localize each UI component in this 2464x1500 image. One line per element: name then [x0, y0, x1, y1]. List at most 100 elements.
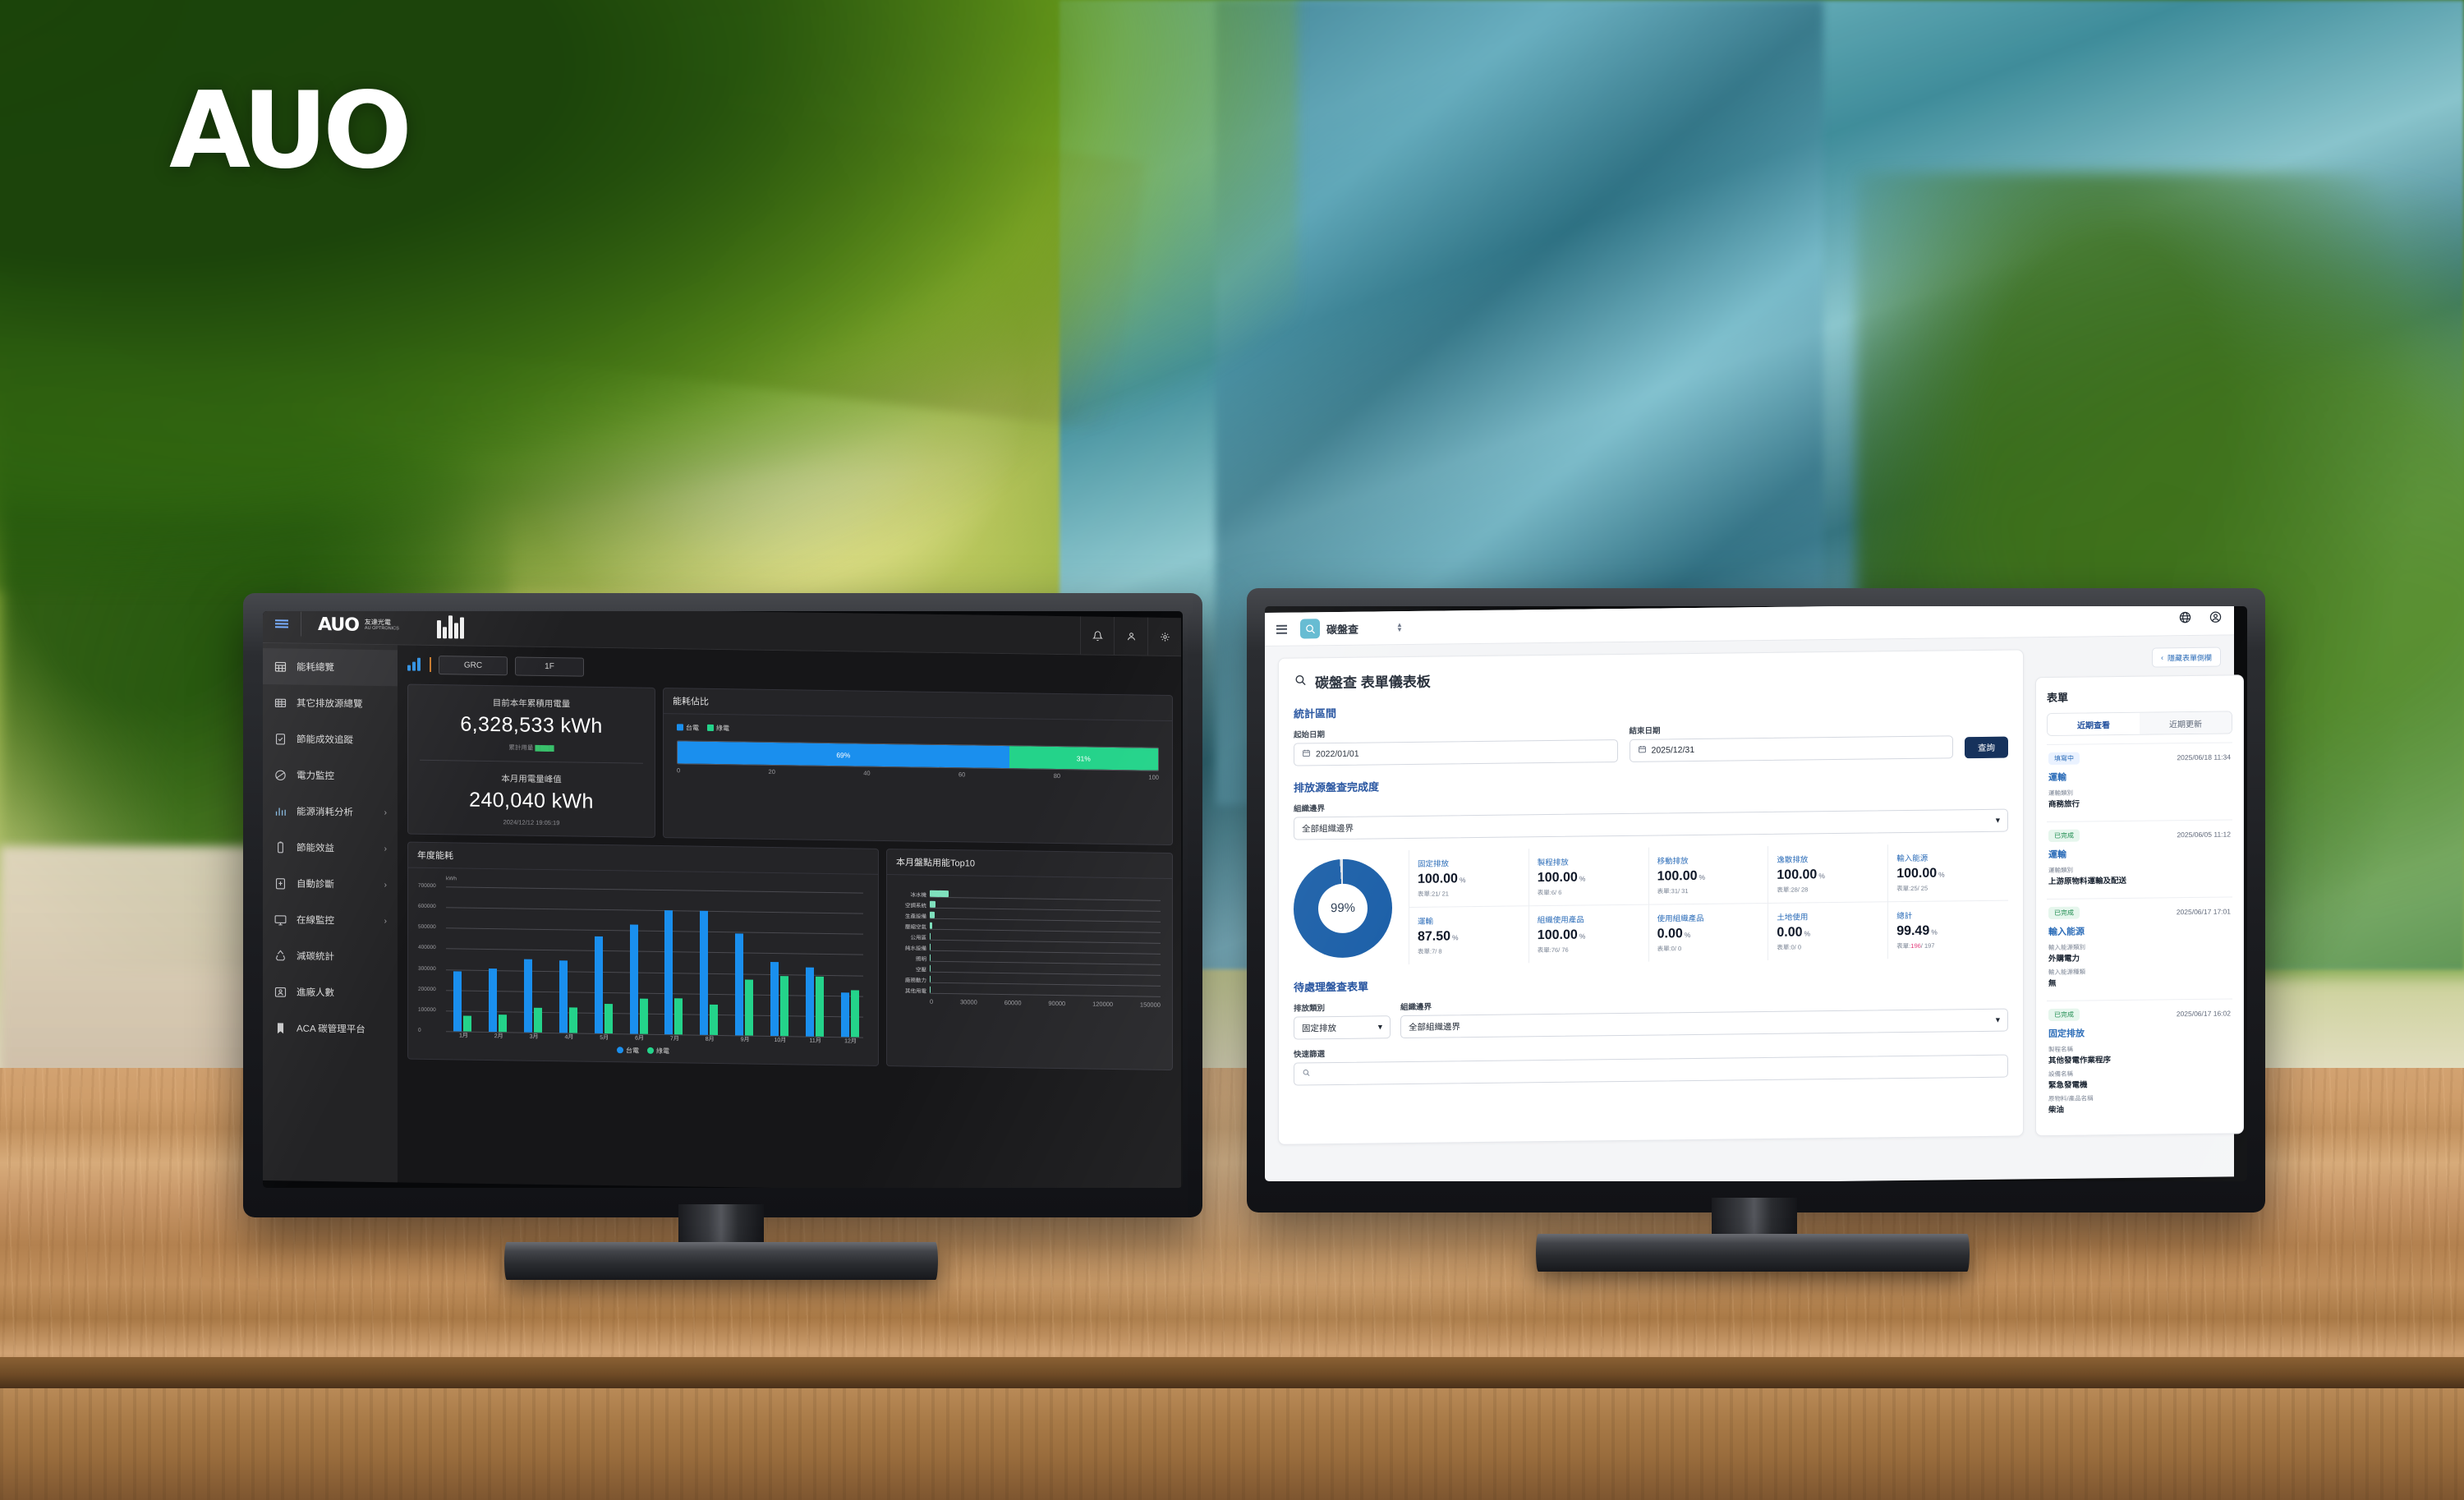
bar-chart-icon [274, 804, 287, 818]
grid-icon [274, 660, 287, 674]
category-filter-select[interactable]: 固定排放 ▾ [1294, 1015, 1391, 1040]
sidebar-item-saving-benefit[interactable]: 節能效益 › [263, 829, 398, 867]
form-list-item[interactable]: 已完成 2025/06/05 11:12 運輸 運輸類別 上游原物料運輸及配送 [2047, 819, 2232, 900]
quick-filter-input[interactable] [1294, 1054, 2008, 1086]
metric-value: 99.49% [1896, 923, 1938, 939]
sidebar-item-carbon-reduction[interactable]: 減碳統計 [263, 937, 398, 975]
gridline [446, 886, 863, 894]
x-tick-label: 11月 [809, 1038, 821, 1044]
bar-group [629, 924, 648, 1034]
sidebar-item-other-sources[interactable]: 其它排放源總覽 [263, 684, 398, 722]
sidebar-item-saving-tracking[interactable]: 節能成效追蹤 [263, 720, 398, 758]
top10-bar [930, 954, 931, 961]
metric-unit: % [1452, 933, 1459, 942]
chart-icon [407, 657, 422, 671]
x-tick-label: 7月 [669, 1036, 679, 1042]
form-list-item[interactable]: 已完成 2025/06/17 17:01 輸入能源 輸入能源類別 外購電力 輸入能源種類無 [2047, 896, 2232, 1001]
forms-panel: 表單 近期查看 近期更新 填寫中 2025/06/18 11:34 運輸 運輸類別 商務… [2035, 674, 2244, 1137]
left-sidebar: 能耗總覽 其它排放源總覽 節能成效追蹤 [263, 643, 398, 1183]
x-tick-label: 3月 [529, 1033, 539, 1040]
sidebar-item-entry-headcount[interactable]: 進廠人數 [263, 973, 398, 1011]
tab-recently-viewed[interactable]: 近期查看 [2048, 712, 2140, 736]
status-badge: 已完成 [2048, 829, 2080, 843]
form-item-name[interactable]: 運輸 [2048, 772, 2066, 784]
globe-icon[interactable] [2178, 610, 2192, 627]
top10-bar [930, 922, 932, 929]
tab-recently-updated[interactable]: 近期更新 [2140, 711, 2232, 734]
x-tick-label: 6月 [635, 1035, 644, 1042]
forms-sidebar-column: ‹ 隱藏表單側欄 表單 近期查看 近期更新 填寫中 2025/06/ [2035, 646, 2244, 1137]
form-item-name[interactable]: 輸入能源 [2048, 927, 2085, 938]
share-card: 能耗佔比 台電 綠電 69% 31% [663, 688, 1173, 846]
user-icon[interactable] [1114, 617, 1147, 656]
pending-filter-row: 排放類別 固定排放 ▾ 組織邊界 全部組織邊界 [1294, 994, 2008, 1040]
menu-toggle-button[interactable] [1276, 623, 1287, 636]
search-button[interactable]: 查詢 [1965, 736, 2008, 759]
form-item-name[interactable]: 固定排放 [2048, 1028, 2085, 1040]
dashboard-panel: 碳盤查 表單儀表板 統計區間 起始日期 2022/01/01 [1278, 649, 2024, 1145]
legend-item-taipower: 台電 [677, 723, 699, 732]
y-tick-label: 700000 [418, 882, 436, 890]
hide-sidebar-button[interactable]: ‹ 隱藏表單側欄 [2151, 646, 2221, 668]
gear-icon[interactable] [1147, 617, 1181, 656]
completion-metrics-row: 99% 固定排放 100.00% 表單:21/ 21 製程排放 100.00% 表單:6/… [1294, 843, 2008, 966]
bar [524, 959, 533, 1033]
carbon-inventory-app: 碳盤查 ▲ ▼ [1265, 606, 2244, 1181]
kpi-label: 目前本年累積用電量 [492, 698, 571, 710]
form-list-item[interactable]: 填寫中 2025/06/18 11:34 運輸 運輸類別 商務旅行 [2047, 742, 2232, 822]
boundary-filter-select[interactable]: 全部組織邊界 ▾ [1294, 808, 2008, 840]
bar [463, 1015, 472, 1032]
left-monitor-stand-base [504, 1242, 938, 1280]
page-title: 碳盤查 表單儀表板 [1294, 670, 1431, 692]
sidebar-item-energy-overview[interactable]: 能耗總覽 [263, 648, 398, 687]
bar-group [559, 960, 577, 1033]
sidebar-item-power-monitor[interactable]: 電力監控 [263, 757, 398, 794]
sidebar-item-online-monitor[interactable]: 在線監控 › [263, 901, 398, 939]
start-date-input[interactable]: 2022/01/01 [1294, 739, 1618, 766]
form-item-time: 2025/06/05 11:12 [2177, 829, 2231, 839]
form-list-item[interactable]: 已完成 2025/06/17 16:02 固定排放 製程名稱 其他發電作業程序 設備名稱緊… [2047, 998, 2232, 1128]
sidebar-item-auto-diagnosis[interactable]: 自動診斷 › [263, 865, 398, 903]
sidebar-item-aca-platform[interactable]: ACA 碳管理平台 [263, 1010, 398, 1047]
sidebar-item-label: 減碳統計 [297, 951, 334, 963]
tab-1f[interactable]: 1F [515, 656, 584, 677]
legend-item-green: 綠電 [707, 724, 729, 733]
pending-boundary-select[interactable]: 全部組織邊界 ▾ [1400, 1008, 2008, 1039]
form-item-time: 2025/06/18 11:34 [2177, 752, 2231, 762]
sidebar-item-consumption-analysis[interactable]: 能源消耗分析 › [263, 793, 398, 831]
monitor-icon [274, 913, 287, 927]
x-tick-label: 90000 [1048, 999, 1066, 1008]
wooden-table-edge [0, 1357, 2464, 1388]
tab-grc[interactable]: GRC [439, 655, 508, 675]
metric-unit: % [1459, 876, 1466, 885]
app-title: 碳盤查 [1326, 623, 1359, 636]
end-date-input[interactable]: 2025/12/31 [1629, 735, 1953, 762]
search-icon [1302, 1068, 1311, 1079]
status-badge: 已完成 [2048, 1008, 2080, 1022]
auo-logo: AUO 友達光電 AU OPTRONICS [301, 614, 416, 636]
start-date-group: 起始日期 2022/01/01 [1294, 725, 1618, 766]
y-tick-label: 200000 [418, 986, 436, 992]
account-circle-icon[interactable] [2209, 610, 2223, 627]
completion-metric-cell: 製程排放 100.00% 表單:6/ 6 [1529, 847, 1649, 907]
chevron-right-icon: › [384, 880, 387, 890]
quick-filter-field[interactable] [1316, 1060, 2000, 1080]
category-filter-value: 固定排放 [1302, 1023, 1336, 1033]
metric-value: 100.00% [1657, 868, 1706, 884]
end-date-value: 2025/12/31 [1651, 744, 1695, 756]
metric-unit: % [1931, 927, 1938, 936]
chevron-updown-icon[interactable]: ▲ ▼ [1396, 620, 1403, 634]
kpi-annual-consumption: 目前本年累積用電量 6,328,533 kWh 累計用量 ▇▇▇▇ [408, 685, 655, 763]
bar [850, 990, 859, 1038]
menu-toggle-button[interactable] [263, 618, 301, 630]
forms-tabs: 近期查看 近期更新 [2047, 711, 2232, 737]
auo-wordmark: AUO [169, 70, 412, 192]
bell-icon[interactable] [1080, 616, 1114, 656]
carbon-search-icon [1294, 673, 1308, 691]
share-chart: 台電 綠電 69% 31% 0 [664, 714, 1172, 793]
completion-metric-grid: 固定排放 100.00% 表單:21/ 21 製程排放 100.00% 表單:6/ 6 移動… [1409, 843, 2008, 964]
completion-metric-cell: 總計 99.49% 表單:196/ 197 [1888, 901, 2008, 959]
bar-group [489, 969, 508, 1033]
form-item-name[interactable]: 運輸 [2048, 849, 2066, 861]
bar [840, 992, 849, 1038]
